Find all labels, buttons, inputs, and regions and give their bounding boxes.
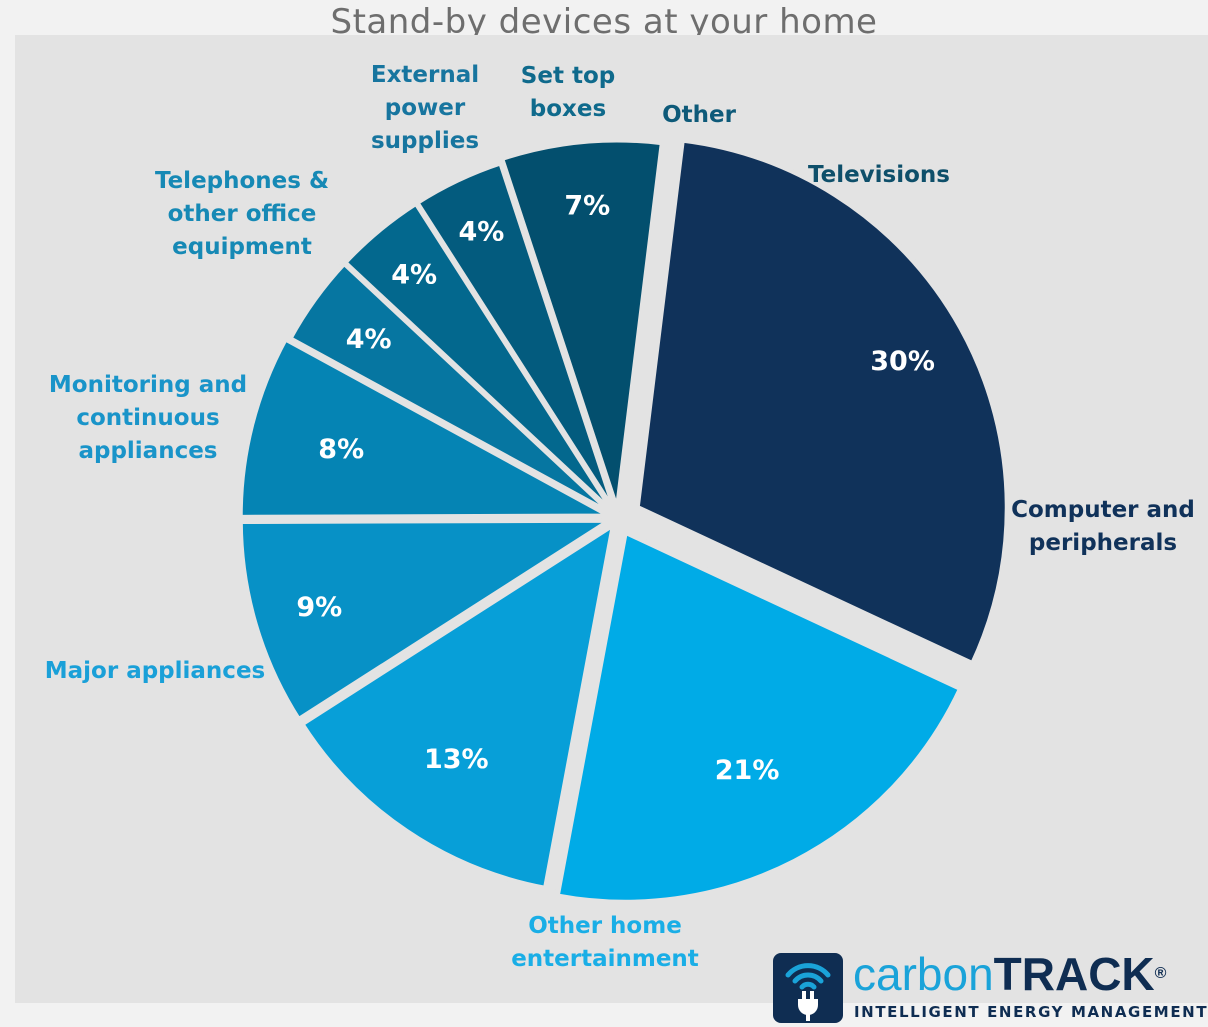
pie-slice — [499, 137, 665, 513]
slice-category-label: Other — [662, 102, 737, 128]
carbontrack-logo: carbonTRACK® INTELLIGENT ENERGY MANAGEME… — [773, 949, 1208, 1025]
slice-value-label: 13% — [424, 744, 489, 775]
registered-mark: ® — [1154, 965, 1167, 982]
pie-chart: 30% Computer and peripherals 21% Other home e… — [45, 62, 1195, 972]
slice-value-label: 7% — [564, 190, 610, 221]
logo-tagline: INTELLIGENT ENERGY MANAGEMENT — [854, 1003, 1208, 1021]
pie-slice — [554, 529, 964, 905]
logo-word-track: TRACK — [993, 948, 1155, 1000]
chart-panel: 30% Computer and peripherals 21% Other home e… — [15, 35, 1208, 1023]
slice-value-label: 4% — [458, 216, 504, 247]
logo-wordmark: carbonTRACK® — [853, 949, 1166, 999]
slice-value-label: 30% — [870, 346, 935, 377]
plug-signal-icon — [773, 953, 843, 1023]
slice-category-label: Monitoring and continuous appliances — [49, 372, 247, 464]
slice-category-label: Set top boxes — [521, 63, 615, 122]
slice-category-label: Major appliances — [45, 658, 265, 684]
slice-value-label: 4% — [391, 259, 437, 290]
slice-value-label: 4% — [346, 324, 392, 355]
logo-word-carbon: carbon — [853, 948, 994, 1000]
pie-slice — [237, 336, 613, 520]
pie-slice — [237, 517, 613, 723]
slice-category-label: Telephones & other office equipment — [155, 168, 329, 260]
slice-value-label: 9% — [296, 592, 342, 623]
slice-category-label: Other home entertainment — [511, 913, 699, 972]
slice-category-label: Computer and peripherals — [1011, 497, 1195, 556]
slice-category-label: Televisions — [808, 162, 950, 188]
slice-category-label: External power supplies — [371, 62, 479, 154]
pie-slice — [299, 522, 617, 891]
slice-value-label: 8% — [318, 434, 364, 465]
slice-value-label: 21% — [715, 755, 780, 786]
pie-slice — [634, 137, 1010, 667]
